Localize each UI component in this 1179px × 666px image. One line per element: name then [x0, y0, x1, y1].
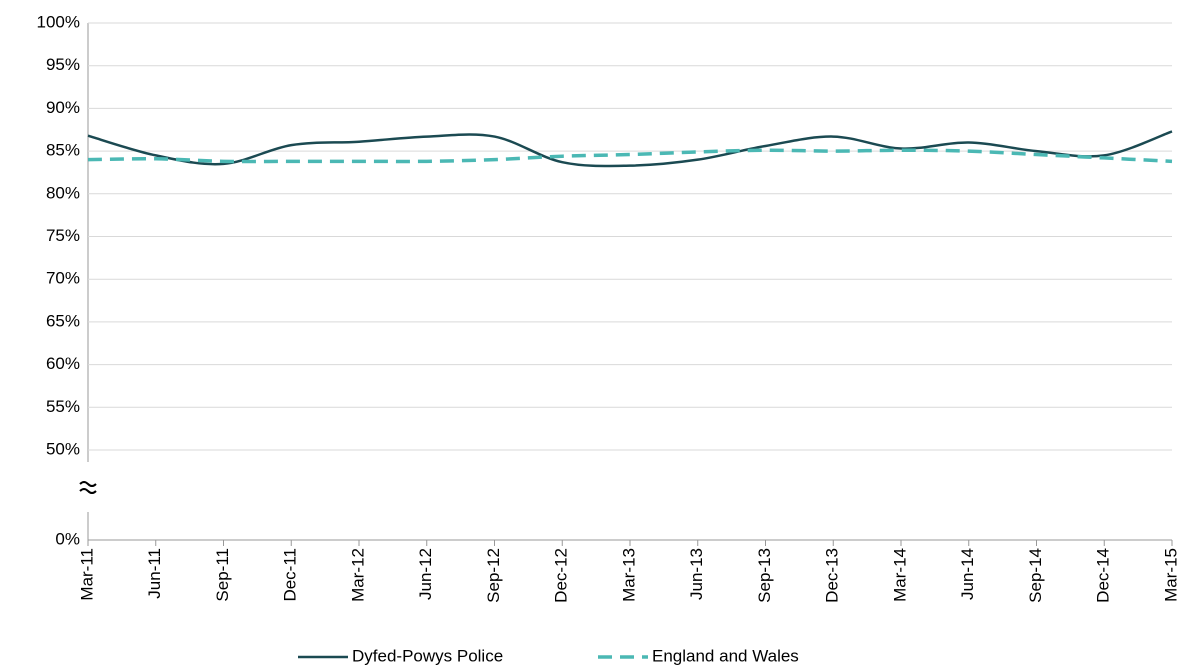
x-tick-label: Jun-11 — [145, 548, 164, 599]
break-mark — [79, 481, 97, 487]
y-tick-label: 55% — [46, 397, 80, 416]
y-tick-label: 50% — [46, 439, 80, 458]
x-tick-label: Dec-11 — [281, 548, 300, 602]
legend-label: Dyfed-Powys Police — [352, 646, 503, 665]
y-tick-label: 85% — [46, 141, 80, 160]
x-tick-label: Sep-14 — [1026, 548, 1045, 603]
series-line — [87, 130, 1173, 168]
y-tick-label: 90% — [46, 98, 80, 117]
y-tick-label: 80% — [46, 183, 80, 202]
y-tick-label: 95% — [46, 55, 80, 74]
legend-label: England and Wales — [652, 646, 799, 665]
x-tick-label: Sep-11 — [213, 548, 232, 602]
break-mark — [79, 488, 97, 494]
y-tick-label: 70% — [46, 269, 80, 288]
x-tick-label: Dec-13 — [823, 548, 842, 603]
x-tick-label: Mar-11 — [77, 548, 96, 601]
x-tick-label: Mar-15 — [1161, 548, 1179, 602]
x-tick-label: Dec-12 — [552, 548, 571, 603]
x-tick-label: Mar-13 — [619, 548, 638, 602]
x-tick-label: Sep-13 — [755, 548, 774, 603]
y-tick-label: 75% — [46, 226, 80, 245]
y-tick-label: 65% — [46, 311, 80, 330]
x-tick-label: Dec-14 — [1094, 548, 1113, 603]
x-tick-label: Mar-12 — [348, 548, 367, 602]
x-tick-label: Jun-13 — [687, 548, 706, 600]
y-tick-label: 0% — [55, 529, 80, 548]
x-tick-label: Mar-14 — [890, 548, 909, 602]
x-tick-label: Jun-12 — [416, 548, 435, 600]
x-tick-label: Jun-14 — [958, 548, 977, 600]
y-tick-label: 100% — [37, 12, 80, 31]
y-tick-label: 60% — [46, 354, 80, 373]
series-line — [87, 148, 1173, 164]
x-tick-label: Sep-12 — [484, 548, 503, 603]
axis-break — [79, 481, 97, 494]
